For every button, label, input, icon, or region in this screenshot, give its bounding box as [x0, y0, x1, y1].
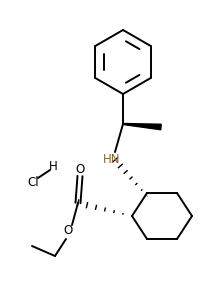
Text: O: O [63, 224, 73, 237]
Text: Cl: Cl [27, 176, 39, 189]
Text: O: O [75, 162, 85, 176]
Text: HN: HN [103, 153, 121, 166]
Polygon shape [123, 124, 161, 130]
Text: H: H [49, 160, 57, 172]
